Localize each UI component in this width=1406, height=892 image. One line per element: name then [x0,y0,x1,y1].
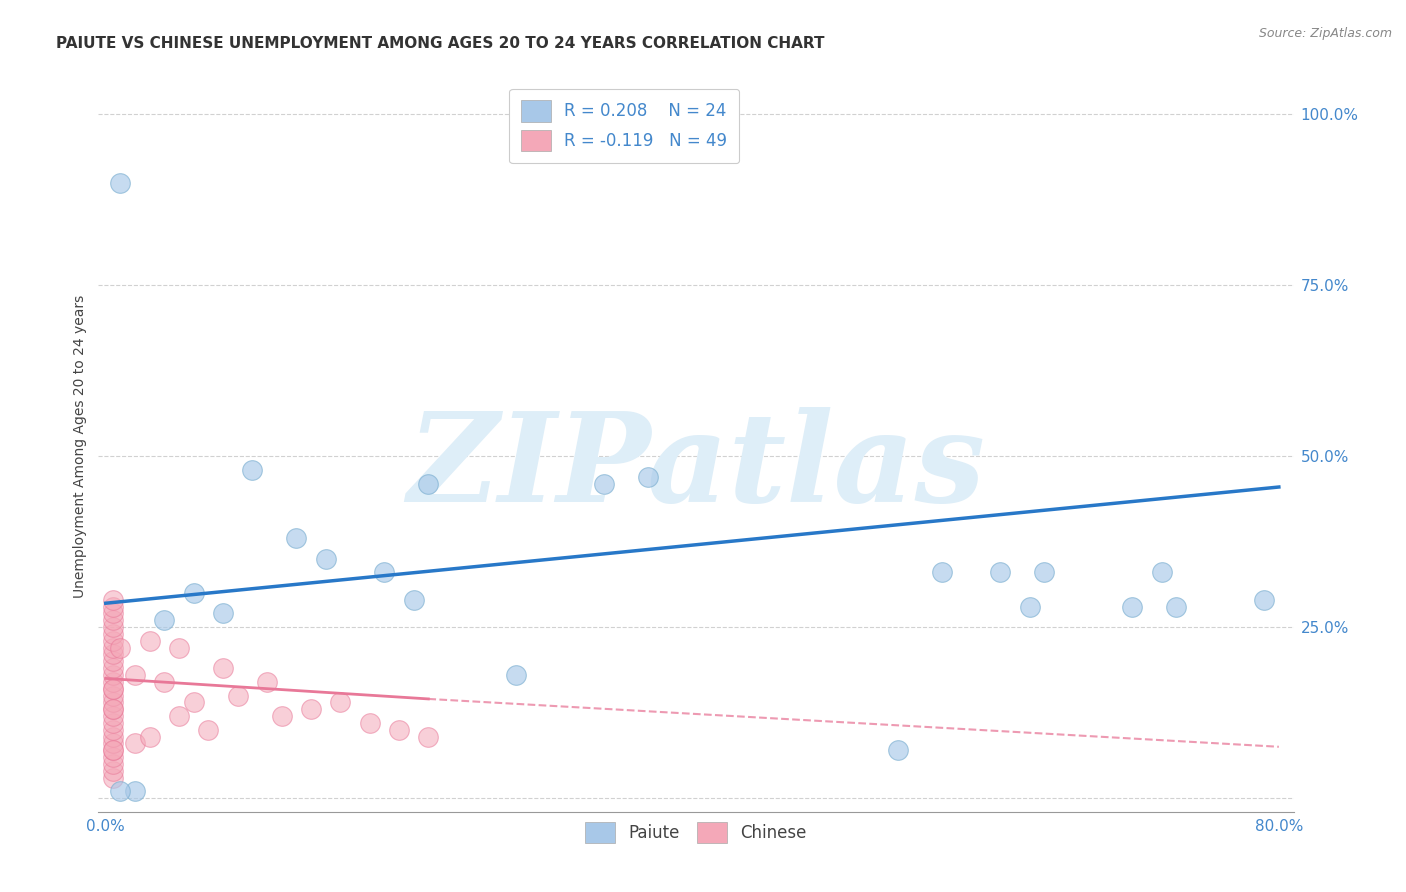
Point [153,613,176,627]
Point [299,702,322,716]
Point [101,730,124,744]
Point [988,566,1011,580]
Point [101,736,124,750]
Point [101,648,124,662]
Point [101,702,124,716]
Point [101,771,124,785]
Y-axis label: Unemployment Among Ages 20 to 24 years: Unemployment Among Ages 20 to 24 years [73,294,87,598]
Point [139,730,162,744]
Point [1121,599,1143,614]
Point [101,743,124,757]
Point [212,661,235,675]
Point [402,592,425,607]
Point [101,668,124,682]
Point [315,551,337,566]
Point [110,640,132,655]
Point [101,715,124,730]
Point [183,695,205,709]
Point [153,674,176,689]
Point [183,586,205,600]
Point [242,463,264,477]
Point [359,715,381,730]
Point [101,709,124,723]
Point [101,613,124,627]
Point [101,640,124,655]
Point [256,674,278,689]
Point [101,702,124,716]
Point [285,531,308,545]
Point [101,723,124,737]
Point [101,681,124,696]
Point [167,640,190,655]
Point [124,784,146,798]
Point [124,668,146,682]
Point [373,566,395,580]
Point [101,756,124,771]
Point [886,743,908,757]
Point [1033,566,1056,580]
Point [124,736,146,750]
Point [101,599,124,614]
Point [101,661,124,675]
Point [637,469,659,483]
Point [388,723,411,737]
Point [1018,599,1040,614]
Point [101,695,124,709]
Point [101,674,124,689]
Point [101,607,124,621]
Point [167,709,190,723]
Text: PAIUTE VS CHINESE UNEMPLOYMENT AMONG AGES 20 TO 24 YEARS CORRELATION CHART: PAIUTE VS CHINESE UNEMPLOYMENT AMONG AGE… [56,36,825,51]
Point [505,668,527,682]
Point [593,476,616,491]
Point [101,592,124,607]
Point [1150,566,1173,580]
Point [101,764,124,778]
Point [212,607,235,621]
Point [101,627,124,641]
Legend: Paiute, Chinese: Paiute, Chinese [574,810,818,855]
Point [329,695,352,709]
Point [931,566,953,580]
Point [101,689,124,703]
Point [270,709,292,723]
Text: Source: ZipAtlas.com: Source: ZipAtlas.com [1258,27,1392,40]
Point [139,633,162,648]
Point [110,176,132,190]
Point [1166,599,1188,614]
Point [226,689,249,703]
Text: ZIPatlas: ZIPatlas [406,407,986,529]
Point [101,750,124,764]
Point [101,654,124,668]
Point [101,620,124,634]
Point [101,633,124,648]
Point [418,730,440,744]
Point [110,784,132,798]
Point [1253,592,1275,607]
Point [197,723,219,737]
Point [101,681,124,696]
Point [418,476,440,491]
Point [101,743,124,757]
